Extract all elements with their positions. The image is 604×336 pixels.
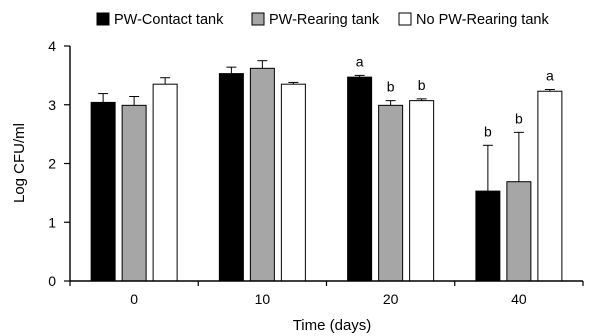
y-tick-label: 3: [48, 97, 56, 113]
axis-lines: [69, 46, 583, 282]
legend-label: No PW-Rearing tank: [416, 12, 549, 28]
x-axis: 0 10 20 40: [69, 281, 584, 307]
x-axis-title: Time (days): [293, 317, 372, 334]
x-tick-label: 40: [511, 291, 527, 307]
legend-swatch: [96, 12, 110, 26]
bar: [409, 100, 435, 282]
bar: [506, 181, 532, 282]
y-axis-title: Log CFU/ml: [11, 123, 28, 203]
legend-label: PW-Rearing tank: [269, 12, 380, 28]
y-axis: 0 1 2 3 4: [48, 38, 70, 289]
legend-swatch: [398, 12, 412, 26]
significance-label: b: [515, 110, 523, 126]
y-tick-label: 2: [48, 156, 56, 172]
significance-label: b: [418, 77, 426, 93]
bar: [280, 83, 306, 282]
bars-group: a b b b b a: [90, 53, 563, 282]
bar: [378, 104, 404, 282]
legend: PW-Contact tank PW-Rearing tank No PW-Rear…: [96, 12, 549, 28]
bar: [152, 83, 178, 282]
significance-label: b: [387, 79, 395, 95]
bar: [347, 76, 373, 282]
y-tick-label: 0: [48, 273, 56, 289]
x-tick-label: 20: [383, 291, 399, 307]
bar: [537, 90, 563, 282]
significance-label: a: [546, 67, 554, 83]
significance-label: a: [356, 53, 364, 69]
bar: [218, 73, 244, 282]
bar: [249, 67, 275, 282]
bar: [90, 101, 116, 282]
y-tick-label: 4: [48, 38, 56, 54]
y-tick-label: 1: [48, 214, 56, 230]
significance-label: b: [484, 123, 492, 139]
x-tick-label: 0: [130, 291, 138, 307]
bar: [475, 190, 501, 282]
bar: [121, 104, 147, 282]
legend-label: PW-Contact tank: [114, 12, 224, 28]
x-tick-label: 10: [255, 291, 271, 307]
legend-swatch: [251, 12, 265, 26]
